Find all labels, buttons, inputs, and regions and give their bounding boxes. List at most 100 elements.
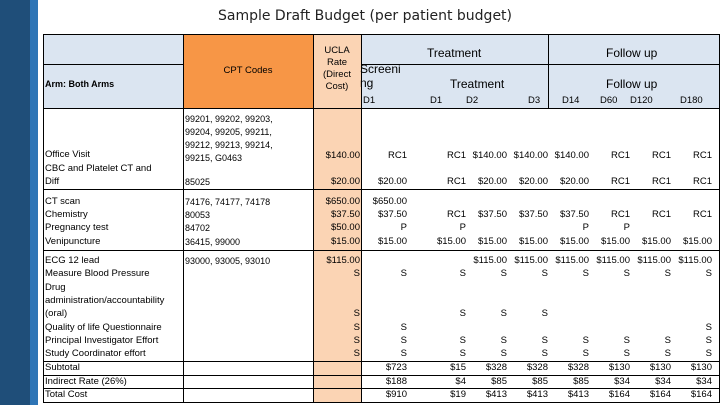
bp-ucla-s: S [353,268,360,279]
office-d60: RC1 [610,150,630,161]
day-header-d2: D2 [466,95,479,106]
row-office-visit: Office Visit [45,149,91,160]
cbc-d180: RC1 [692,176,712,187]
pi-ucla-s: S [353,335,360,346]
cbc-d1: RC1 [446,176,466,187]
treatment-followup-line [548,34,549,108]
row-pregnancy: Pregnancy test [45,222,109,233]
veni-d60: $15.00 [600,236,630,247]
sc-d1-s: S [459,348,466,359]
ucla-header-cell [313,34,361,108]
cbc-ucla-rate: $20.00 [330,176,360,187]
cpt-preg: 84702 [185,223,211,233]
cbc-d2: $20.00 [477,176,507,187]
veni-d1: $15.00 [436,236,466,247]
cpt-ct: 74176, 74177, 74178 [185,197,271,207]
chem-d180: RC1 [692,209,712,220]
followup-header: Follow up [606,77,658,91]
section-divider-1 [43,189,719,190]
cpt-column-line [313,34,314,402]
total-d2: $413 [485,389,507,400]
drug-d3-s: S [541,308,548,319]
row-indirect: Indirect Rate (26%) [45,376,127,387]
section-divider-2 [43,250,719,251]
total-d1: $19 [450,389,466,400]
row-divider-subtotal [43,375,719,376]
qol-d180-s: S [705,322,712,333]
office-ucla-rate: $140.00 [325,150,360,161]
day-header-d3: D3 [528,95,541,106]
table-left-border [43,34,44,402]
chem-d2: $37.50 [477,209,507,220]
day-header-d14: D14 [562,95,580,106]
indirect-d14: $85 [573,376,589,387]
chem-d3: $37.50 [518,209,548,220]
drug-ucla-s: S [353,308,360,319]
followup-header-top: Follow up [606,46,658,60]
pi-screening-s: S [400,335,407,346]
qol-screening-s: S [400,322,407,333]
slide-left-bar-accent [30,0,38,405]
sc-d2-s: S [500,348,507,359]
bp-d2-s: S [500,268,507,279]
drug-d2-s: S [500,308,507,319]
veni-screening: $15.00 [377,236,407,247]
indirect-d1: $4 [455,376,466,387]
subtotal-d1: $15 [450,362,466,373]
screening-header-cont: ng [360,76,374,90]
chem-d1: RC1 [446,209,466,220]
cpt-office-line1: 99201, 99202, 99203, [185,114,273,124]
chem-ucla-rate: $37.50 [330,209,360,220]
office-d1: RC1 [446,150,466,161]
office-d120: RC1 [651,150,671,161]
chem-d14: $37.50 [559,209,589,220]
subtotal-d180: $130 [690,362,712,373]
chem-screening: $37.50 [377,209,407,220]
day-header-d1: D1 [430,95,443,106]
indirect-d3: $85 [532,376,548,387]
sc-d14-s: S [582,348,589,359]
day-header-d120: D120 [630,95,653,106]
cpt-office-line3: 99212, 99213, 99214, [185,140,273,150]
row-chemistry: Chemistry [45,209,88,220]
subtotal-d120: $130 [649,362,671,373]
subtotal-d3: $328 [526,362,548,373]
preg-screening: P [400,222,407,233]
bp-d120-s: S [664,268,671,279]
veni-d180: $15.00 [682,236,712,247]
preg-d14: P [582,222,589,233]
pi-d120-s: S [664,335,671,346]
indirect-d60: $34 [614,376,630,387]
office-d3: $140.00 [513,150,548,161]
pi-d14-s: S [582,335,589,346]
row-divider-indirect [43,388,719,389]
row-pi-effort: Principal Investigator Effort [45,335,159,346]
cbc-d60: RC1 [610,176,630,187]
header-divider-2 [361,64,719,65]
chem-d60: RC1 [610,209,630,220]
row-sc-effort: Study Coordinator effort [45,348,146,359]
office-d14: $140.00 [554,150,589,161]
ucla-column-line [361,34,362,402]
veni-d3: $15.00 [518,236,548,247]
slide-left-bar [0,0,38,405]
ucla-header-line4: Cost) [325,81,349,92]
row-blood-pressure: Measure Blood Pressure [45,268,150,279]
ecg-d120: $115.00 [637,255,671,266]
pi-d60-s: S [623,335,630,346]
row-drug-oral: (oral) [45,308,68,319]
treatment-header-top: Treatment [427,46,482,60]
veni-d120: $15.00 [641,236,671,247]
ecg-d3: $115.00 [514,255,548,266]
arm-label: Arm: Both Arms [45,79,115,89]
cpt-chem: 80053 [185,210,211,220]
total-d60: $164 [608,389,630,400]
ucla-header-line1: UCLA [324,45,350,56]
cbc-screening: $20.00 [377,176,407,187]
sc-d180-s: S [705,348,712,359]
ecg-d180: $115.00 [678,255,712,266]
sc-d3-s: S [541,348,548,359]
label-column-line [183,34,184,402]
total-d14: $413 [567,389,589,400]
subtotal-screening: $723 [385,362,407,373]
